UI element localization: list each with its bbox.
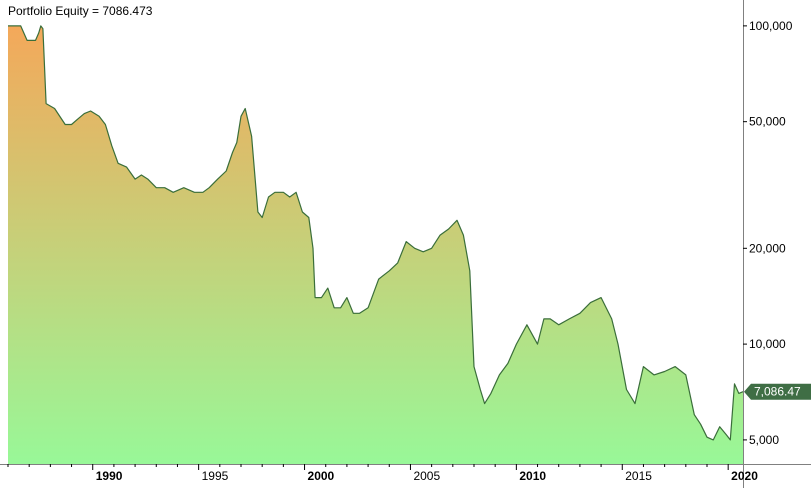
chart-title: Portfolio Equity = 7086.473 bbox=[8, 4, 153, 18]
x-tick-label: 2005 bbox=[413, 469, 440, 483]
x-tick-label: 2015 bbox=[625, 469, 652, 483]
last-value-marker: 7,086.47 bbox=[744, 383, 811, 400]
x-tick-label: 2020 bbox=[731, 469, 758, 483]
y-tick-label: 50,000 bbox=[749, 115, 786, 129]
y-tick-label: 5,000 bbox=[749, 433, 779, 447]
x-tick-label: 2000 bbox=[308, 469, 335, 483]
x-tick-label: 2010 bbox=[519, 469, 546, 483]
y-tick-label: 100,000 bbox=[749, 19, 793, 33]
last-value-badge bbox=[744, 383, 811, 400]
x-tick-label: 1995 bbox=[202, 469, 229, 483]
equity-area-fill bbox=[8, 25, 743, 465]
y-tick-label: 20,000 bbox=[749, 241, 786, 255]
x-tick-label: 1990 bbox=[96, 469, 123, 483]
area-layer bbox=[8, 25, 744, 465]
equity-line bbox=[8, 25, 744, 441]
last-value-label: 7,086.47 bbox=[754, 385, 801, 399]
y-tick-label: 10,000 bbox=[749, 337, 786, 351]
